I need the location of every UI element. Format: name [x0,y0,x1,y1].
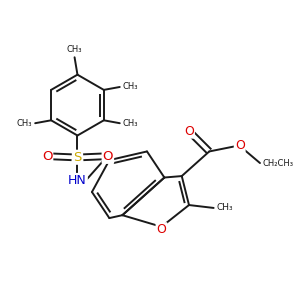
Text: CH₃: CH₃ [67,44,82,53]
Text: O: O [157,223,166,236]
Text: O: O [103,150,113,163]
Text: S: S [73,151,82,164]
Text: CH₃: CH₃ [217,203,233,212]
Text: CH₃: CH₃ [123,119,138,128]
Text: O: O [42,150,52,163]
Text: O: O [184,125,194,138]
Text: HN: HN [68,174,87,187]
Text: CH₃: CH₃ [17,119,32,128]
Text: CH₃: CH₃ [123,82,138,91]
Text: O: O [235,139,244,152]
Text: CH₂CH₃: CH₂CH₃ [263,158,294,167]
